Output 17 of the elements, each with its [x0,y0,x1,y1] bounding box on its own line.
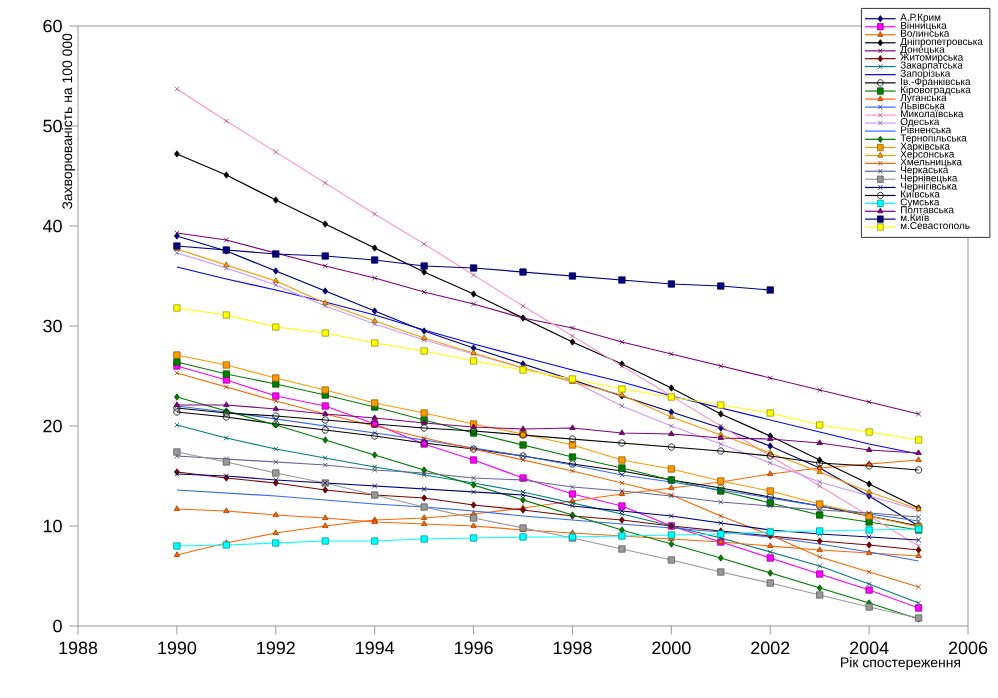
x-tick-label: 1990 [158,641,197,655]
y-tick-label: 60 [43,19,62,33]
x-tick-label: 2004 [850,641,889,655]
x-tick-label: 1988 [59,641,98,655]
y-tick-label: 10 [43,519,62,533]
y-tick-label: 50 [43,119,62,133]
x-tick-label: 2002 [751,641,790,655]
y-tick-label: 20 [43,419,62,433]
x-tick-label: 1994 [356,641,395,655]
y-tick-label: 0 [53,619,62,633]
x-tick-label: 2006 [948,641,988,655]
x-tick-label: 1998 [553,641,592,655]
x-tick-label: 1996 [455,641,493,655]
y-tick-label: 40 [42,219,62,233]
x-tick-label: 1992 [257,641,295,655]
y-tick-label: 30 [43,319,62,333]
x-tick-label: 2000 [652,641,691,655]
